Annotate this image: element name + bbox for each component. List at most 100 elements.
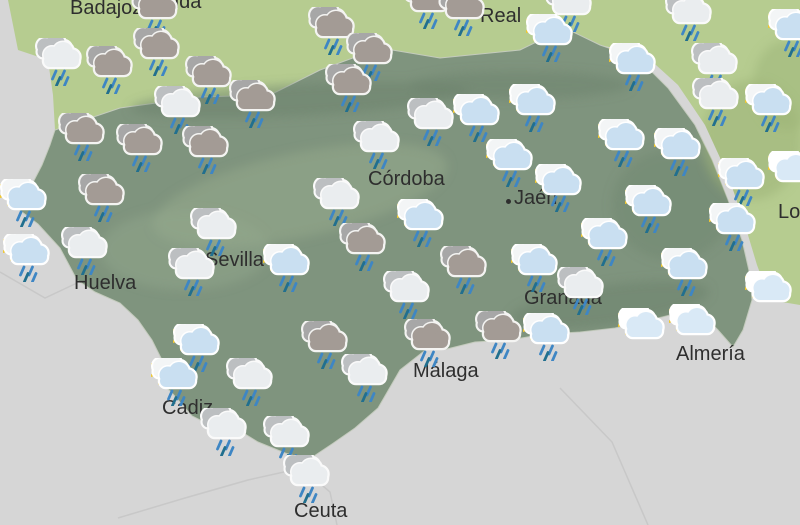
rain-drops bbox=[242, 389, 261, 406]
rain-drops bbox=[677, 279, 696, 296]
rain-drops bbox=[502, 170, 521, 187]
weather-icon-rain-light bbox=[692, 78, 739, 126]
weather-icon-rain-dark bbox=[182, 126, 229, 174]
rain-drops bbox=[527, 275, 546, 292]
rain-drops bbox=[413, 230, 432, 247]
front-cloud bbox=[198, 212, 235, 237]
front-cloud bbox=[699, 47, 736, 72]
rain-drops bbox=[94, 205, 113, 222]
weather-icon-rain-light bbox=[341, 354, 388, 402]
front-cloud bbox=[291, 459, 328, 484]
front-cloud bbox=[662, 132, 699, 157]
front-cloud bbox=[139, 0, 176, 17]
front-cloud bbox=[234, 362, 271, 387]
city-label-lo: Lo bbox=[778, 201, 800, 223]
rain-drops bbox=[355, 254, 374, 271]
front-cloud bbox=[553, 0, 590, 13]
weather-icon-sun-cloud bbox=[768, 151, 800, 183]
rain-drops bbox=[597, 249, 616, 266]
weather-icon-rain-dark bbox=[438, 0, 485, 36]
city-label-malaga: Málaga bbox=[413, 360, 479, 382]
weather-icon-sun-rain bbox=[609, 43, 656, 91]
front-cloud bbox=[349, 358, 386, 383]
weather-icon-rain-light bbox=[691, 43, 738, 91]
weather-icon-sun-rain bbox=[3, 234, 50, 282]
rain-drops bbox=[469, 125, 488, 142]
rain-drops bbox=[184, 279, 203, 296]
weather-icon-rain-light bbox=[263, 416, 310, 464]
rain-drops bbox=[245, 111, 264, 128]
front-cloud bbox=[391, 275, 428, 300]
weather-icon-sun-rain bbox=[509, 84, 556, 132]
front-cloud bbox=[124, 128, 161, 153]
rain-drops bbox=[132, 155, 151, 172]
rain-drops bbox=[670, 159, 689, 176]
weather-icon-sun-rain bbox=[173, 324, 220, 372]
city-label-huelva: Huelva bbox=[74, 272, 137, 294]
rain-drops bbox=[573, 298, 592, 315]
weather-icon-rain-light bbox=[35, 38, 82, 86]
rain-drops bbox=[456, 277, 475, 294]
front-cloud bbox=[333, 68, 370, 93]
rain-drops bbox=[74, 144, 93, 161]
weather-icon-rain-light bbox=[557, 267, 604, 315]
rain-drops bbox=[77, 258, 96, 275]
weather-icon-sun-cloud bbox=[669, 304, 716, 336]
front-cloud bbox=[589, 222, 626, 247]
rain-drops bbox=[279, 275, 298, 292]
front-cloud bbox=[606, 123, 643, 148]
rain-drops bbox=[708, 109, 727, 126]
front-cloud bbox=[633, 189, 670, 214]
front-cloud bbox=[776, 13, 800, 38]
front-cloud bbox=[669, 252, 706, 277]
front-cloud bbox=[534, 18, 571, 43]
weather-icon-rain-dark bbox=[301, 321, 348, 369]
weather-icon-sun-rain bbox=[263, 244, 310, 292]
weather-icon-sun-rain bbox=[535, 164, 582, 212]
front-cloud bbox=[565, 271, 602, 296]
rain-drops bbox=[491, 342, 510, 359]
city-label-almeria: Almería bbox=[676, 343, 745, 365]
weather-icon-rain-light bbox=[665, 0, 712, 41]
weather-icon-rain-light bbox=[313, 178, 360, 226]
weather-icon-sun-rain bbox=[654, 128, 701, 176]
front-cloud bbox=[415, 102, 452, 127]
front-cloud bbox=[517, 88, 554, 113]
weather-icon-rain-light bbox=[545, 0, 592, 32]
rain-drops bbox=[419, 12, 438, 29]
rain-drops bbox=[539, 344, 558, 361]
weather-icon-rain-dark bbox=[185, 56, 232, 104]
front-cloud bbox=[309, 325, 346, 350]
weather-icon-rain-dark bbox=[116, 124, 163, 172]
rain-drops bbox=[641, 216, 660, 233]
front-cloud bbox=[271, 248, 308, 273]
front-cloud bbox=[717, 207, 754, 232]
weather-icon-sun-cloud bbox=[745, 271, 792, 303]
front-cloud bbox=[519, 248, 556, 273]
weather-icon-rain-light bbox=[168, 248, 215, 296]
rain-drops bbox=[399, 302, 418, 319]
weather-icon-rain-light bbox=[407, 98, 454, 146]
front-cloud bbox=[193, 60, 230, 85]
front-cloud bbox=[626, 312, 663, 337]
weather-icon-sun-rain bbox=[151, 358, 198, 406]
front-cloud bbox=[190, 130, 227, 155]
front-cloud bbox=[483, 315, 520, 340]
front-cloud bbox=[543, 168, 580, 193]
front-cloud bbox=[354, 37, 391, 62]
rain-drops bbox=[525, 115, 544, 132]
weather-icon-rain-light bbox=[383, 271, 430, 319]
city-marker-dot bbox=[506, 199, 511, 204]
weather-icon-rain-dark bbox=[325, 64, 372, 112]
front-cloud bbox=[316, 11, 353, 36]
front-cloud bbox=[43, 42, 80, 67]
rain-drops bbox=[454, 19, 473, 36]
weather-icon-rain-light bbox=[200, 408, 247, 456]
weather-icon-sun-rain bbox=[581, 218, 628, 266]
front-cloud bbox=[208, 412, 245, 437]
rain-drops bbox=[784, 40, 800, 57]
front-cloud bbox=[677, 308, 714, 333]
front-cloud bbox=[176, 252, 213, 277]
rain-drops bbox=[761, 115, 780, 132]
front-cloud bbox=[347, 227, 384, 252]
